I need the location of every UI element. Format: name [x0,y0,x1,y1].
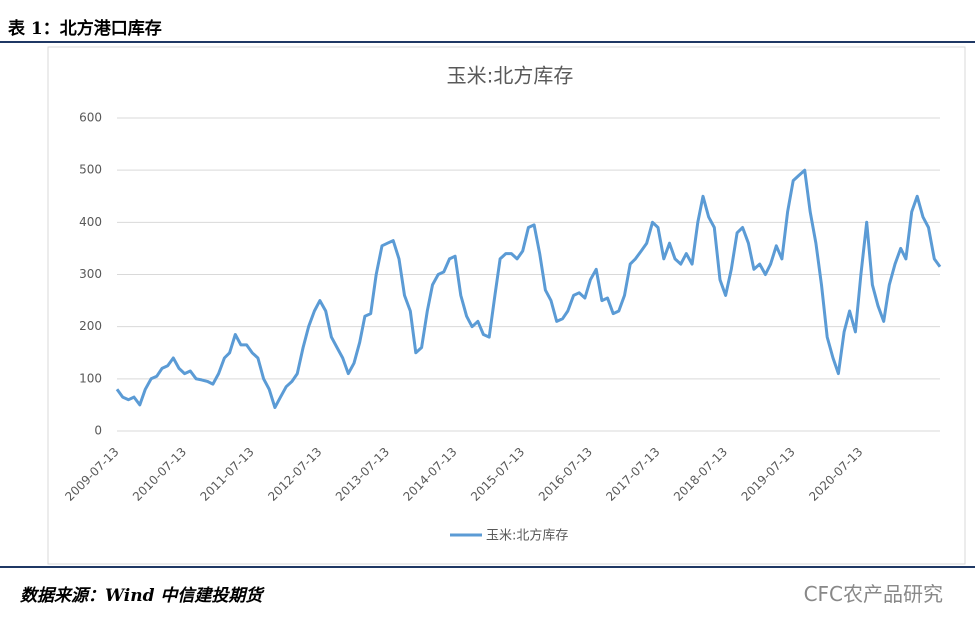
header-rule [0,41,975,43]
y-tick-label: 200 [79,319,102,333]
chart-title: 玉米:北方库存 [447,64,574,88]
watermark: CFC农产品研究 [803,582,943,606]
y-tick-label: 500 [79,163,102,177]
y-tick-label: 0 [94,424,102,438]
y-tick-label: 300 [79,267,102,281]
footer-source: 数据来源：Wind 中信建投期货 [20,586,263,606]
footer-rule [0,566,975,568]
y-tick-label: 100 [79,371,102,385]
y-tick-label: 400 [79,215,102,229]
line-series [115,168,942,409]
y-tick-label: 600 [79,111,102,125]
chart-frame [47,46,966,565]
legend-label: 玉米:北方库存 [486,528,568,544]
header-title: 表 1：北方港口库存 [8,19,162,39]
